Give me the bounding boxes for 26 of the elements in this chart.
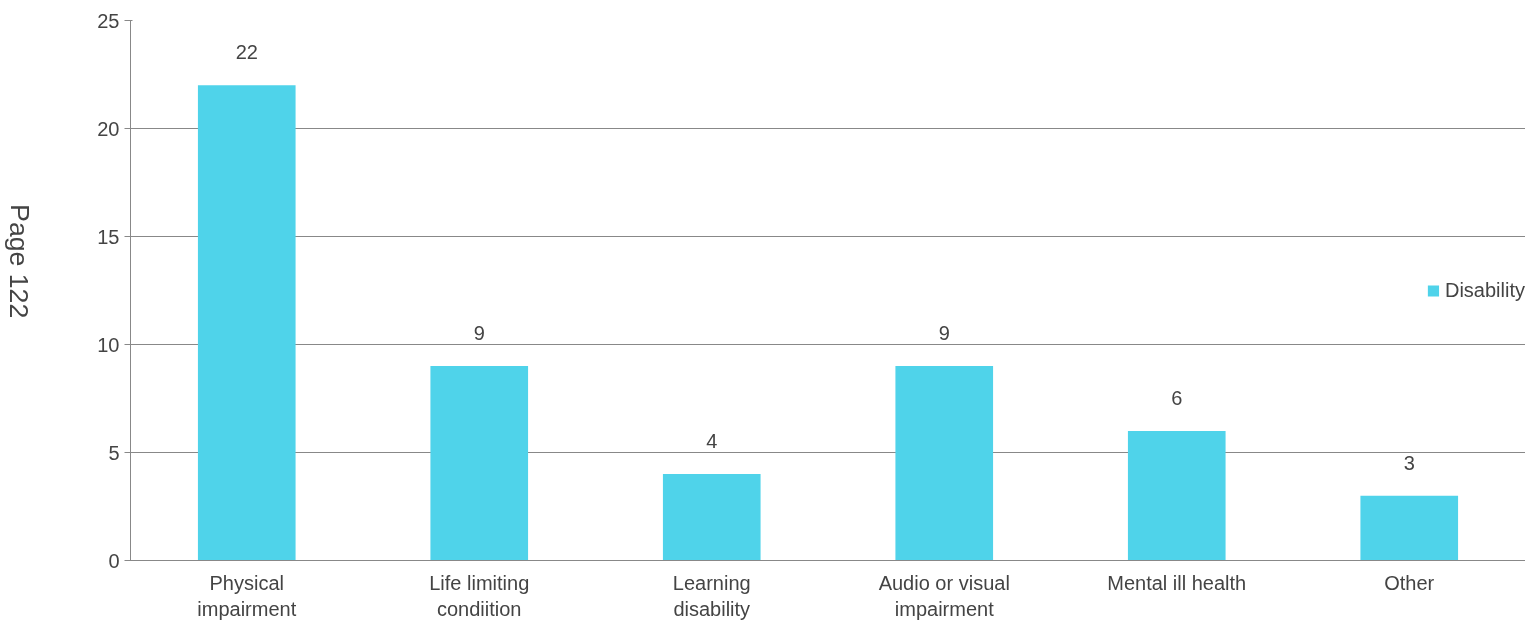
x-tick-label: Physical impairment — [197, 571, 297, 620]
x-tick-label: Audio or visual impairment — [878, 571, 1010, 620]
data-label: 9 — [473, 322, 485, 345]
bar — [895, 366, 994, 561]
y-tick-label: 10 — [97, 333, 120, 356]
data-label: 3 — [1403, 451, 1415, 474]
x-tick-label: Learning disability — [672, 571, 751, 620]
y-tick-label: 15 — [97, 225, 120, 248]
bar — [197, 85, 296, 561]
x-tick-label: Life limiting condiition — [429, 571, 530, 620]
x-tick-label: Mental ill health — [1107, 571, 1247, 594]
data-label: 9 — [938, 322, 950, 345]
bar — [662, 474, 761, 561]
x-tick-label: Other — [1384, 571, 1435, 594]
bar — [1127, 430, 1226, 561]
bar — [430, 366, 529, 561]
data-label: 6 — [1171, 386, 1183, 409]
data-label: 4 — [706, 430, 718, 453]
y-tick-label: 20 — [97, 117, 120, 140]
data-label: 22 — [235, 41, 258, 64]
y-tick-label: 5 — [108, 441, 120, 464]
y-tick-label: 0 — [108, 549, 120, 572]
bar — [1360, 495, 1459, 561]
legend-label: Disability — [1444, 278, 1525, 302]
text: Page 122 — [4, 204, 35, 319]
y-tick-label: 25 — [97, 9, 120, 32]
